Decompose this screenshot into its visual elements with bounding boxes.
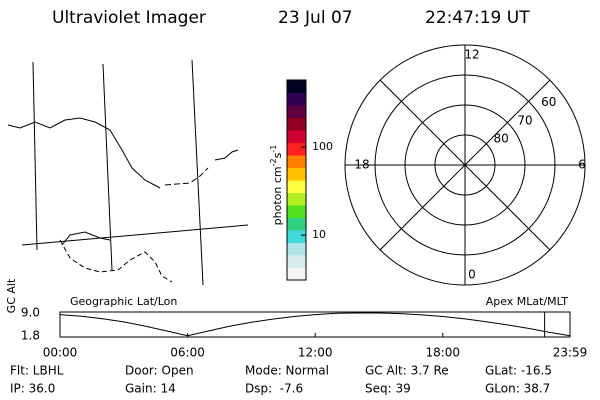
info-field: IP: 36.0 (10, 382, 55, 396)
coastline (164, 167, 209, 186)
color-segment (287, 267, 306, 281)
label-sup: -2 (269, 158, 278, 166)
x-tick-label: 06:00 (170, 346, 205, 360)
color-segment (287, 180, 306, 193)
mlt-label: 18 (354, 158, 369, 172)
coastline (214, 149, 239, 161)
parallel (21, 224, 249, 246)
y-axis-label: GC Alt (5, 278, 18, 313)
meridian (191, 59, 204, 286)
y-tick-label: 9.0 (21, 306, 40, 320)
info-field: Gain: 14 (125, 382, 176, 396)
info-field: Seq: 39 (365, 382, 411, 396)
mlt-label: 6 (578, 158, 586, 172)
color-segment (287, 105, 306, 118)
color-segment (287, 142, 306, 156)
color-segment (287, 217, 306, 231)
color-segment (287, 92, 306, 106)
label-part: photon cm (271, 166, 284, 225)
polar-label: Apex MLat/MLT (486, 295, 569, 308)
lat-ring (434, 134, 496, 196)
map-label: Geographic Lat/Lon (70, 295, 177, 308)
coastline (7, 117, 161, 189)
color-segment (287, 117, 306, 131)
lat-ring (404, 104, 526, 226)
color-segment (287, 192, 306, 206)
map (7, 59, 249, 286)
lat-label: 60 (541, 95, 556, 109)
y-tick-label: 1.8 (21, 329, 40, 343)
info-field: GLat: -16.5 (485, 364, 552, 378)
mlt-label: 12 (464, 48, 479, 62)
info-field: Door: Open (125, 364, 194, 378)
lat-label: 80 (494, 132, 509, 146)
colorbar-label: photon cm-2s-1 (269, 145, 285, 226)
colorbar-tick-label: 10 (312, 228, 326, 241)
time: 22:47:19 UT (425, 8, 530, 28)
lat-label: 70 (517, 113, 532, 127)
color-segment (287, 205, 306, 218)
info-field: GC Alt: 3.7 Re (365, 364, 449, 378)
meridian (102, 63, 113, 271)
coastline (59, 239, 173, 283)
meridian (32, 61, 38, 251)
coastline (61, 231, 111, 246)
date: 23 Jul 07 (278, 8, 353, 28)
mlt-label: 0 (468, 268, 476, 282)
colorbar-frame (286, 79, 307, 281)
color-segment (287, 242, 306, 256)
color-segment (287, 167, 306, 181)
info-field: Dsp: -7.6 (245, 382, 303, 396)
color-segment (287, 230, 306, 243)
x-tick-label: 00:00 (43, 346, 78, 360)
color-segment (287, 80, 306, 93)
color-segment (287, 155, 306, 168)
color-segment (287, 130, 306, 143)
lat-ring (374, 74, 556, 256)
x-tick-label: 23:59 (553, 346, 588, 360)
info-field: GLon: 38.7 (485, 382, 550, 396)
x-tick-label: 12:00 (298, 346, 333, 360)
color-segment (287, 255, 306, 268)
info-field: Flt: LBHL (10, 364, 64, 378)
altitude-line (59, 312, 571, 337)
label-part: s (271, 152, 284, 158)
info-field: Mode: Normal (245, 364, 329, 378)
colorbar-tick-label: 100 (312, 140, 333, 153)
x-tick-label: 18:00 (425, 346, 460, 360)
label-sup: -1 (269, 145, 278, 153)
title: Ultraviolet Imager (52, 8, 206, 28)
